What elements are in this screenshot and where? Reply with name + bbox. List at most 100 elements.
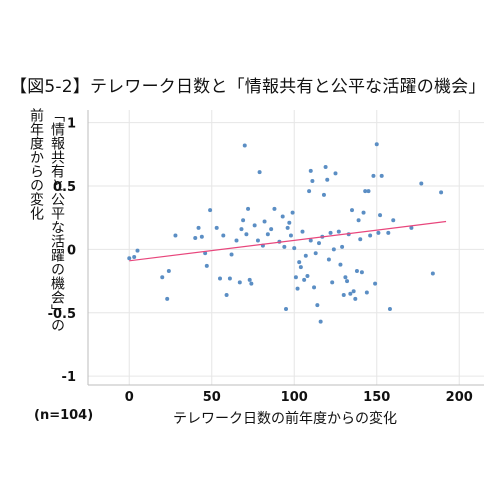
x-tick-label: 150 (363, 390, 390, 405)
data-point (330, 280, 335, 285)
data-point (340, 244, 345, 249)
data-point (165, 296, 170, 301)
data-point (391, 218, 396, 223)
trendline-group (129, 220, 447, 262)
data-point (373, 281, 378, 286)
data-point (280, 214, 285, 219)
data-point (338, 262, 343, 267)
data-point (295, 286, 300, 291)
data-point (308, 168, 313, 173)
x-tick-label: 100 (281, 390, 308, 405)
data-point (323, 165, 328, 170)
x-axis-label: テレワーク日数の前年度からの変化 (173, 411, 397, 427)
data-point (356, 218, 361, 223)
chart-title: 【図5-2】テレワーク日数と「情報共有と公平な活躍の機会」 (10, 77, 486, 97)
data-points (127, 142, 444, 324)
data-point (265, 232, 270, 237)
data-point (204, 263, 209, 268)
data-point (196, 225, 201, 230)
sample-size-note: (n=104) (34, 408, 94, 423)
data-point (348, 291, 353, 296)
y-tick-label: -1 (62, 370, 76, 385)
data-point (203, 251, 208, 256)
data-point (242, 143, 247, 148)
data-point (333, 171, 338, 176)
data-point (353, 296, 358, 301)
data-point (430, 271, 435, 276)
data-point (247, 277, 252, 282)
y-tick-label: 0.5 (53, 180, 76, 195)
data-point (386, 230, 391, 235)
data-point (312, 285, 317, 290)
data-point (293, 275, 298, 280)
data-point (269, 227, 274, 232)
data-point (241, 218, 246, 223)
data-point (379, 173, 384, 178)
data-point (419, 181, 424, 186)
data-point (376, 230, 381, 235)
data-point (208, 208, 213, 213)
data-point (315, 303, 320, 308)
data-point (127, 256, 132, 261)
data-point (221, 233, 226, 238)
data-point (305, 274, 310, 279)
data-point (173, 233, 178, 238)
data-point (302, 277, 307, 282)
data-point (239, 227, 244, 232)
data-point (284, 306, 288, 311)
data-point (378, 213, 383, 218)
data-point (298, 265, 303, 270)
axes (87, 110, 484, 386)
data-point (244, 232, 249, 237)
data-point (255, 238, 260, 243)
data-point (160, 275, 165, 280)
data-point (249, 281, 254, 286)
data-point (364, 290, 369, 295)
data-point (285, 225, 290, 230)
data-point (354, 268, 359, 273)
y-tick-label: 0 (67, 243, 76, 258)
x-tick-label: 50 (203, 390, 221, 405)
data-point (287, 220, 292, 225)
data-point (214, 225, 219, 230)
data-point (409, 225, 414, 230)
x-tick-label: 0 (125, 390, 134, 405)
data-point (310, 178, 315, 183)
data-point (288, 233, 293, 238)
data-point (262, 219, 267, 224)
data-point (237, 280, 242, 285)
data-point (246, 206, 251, 211)
data-point (135, 248, 140, 253)
data-point (359, 270, 364, 275)
data-point (300, 229, 305, 234)
data-point (351, 289, 356, 294)
data-point (363, 189, 368, 194)
data-point (358, 237, 363, 242)
data-point (307, 189, 312, 194)
grid-lines (88, 110, 484, 385)
data-point (308, 238, 313, 243)
data-point (328, 230, 333, 235)
data-point (350, 208, 354, 213)
data-point (193, 235, 198, 240)
data-point (234, 238, 239, 243)
data-point (371, 173, 376, 178)
data-point (361, 210, 366, 215)
y-tick-label: -0.5 (48, 307, 76, 322)
data-point (303, 253, 308, 258)
y-axis-label-line-2: 前年度からの変化 (28, 108, 44, 220)
data-point (292, 246, 297, 251)
data-point (257, 170, 262, 175)
x-tick-label: 200 (446, 390, 473, 405)
data-point (229, 252, 234, 257)
data-point (326, 257, 331, 262)
data-point (199, 234, 204, 239)
y-axis-label-line-1: 「情報共有と公平な活躍の機会」の (49, 108, 65, 332)
data-point (313, 251, 318, 256)
tick-labels: 0 50 100 150 200 1 0.5 0 -0.5 -1 (48, 117, 473, 405)
data-point (321, 192, 326, 197)
data-point (282, 244, 287, 249)
data-point (166, 268, 171, 273)
data-point (218, 276, 222, 281)
